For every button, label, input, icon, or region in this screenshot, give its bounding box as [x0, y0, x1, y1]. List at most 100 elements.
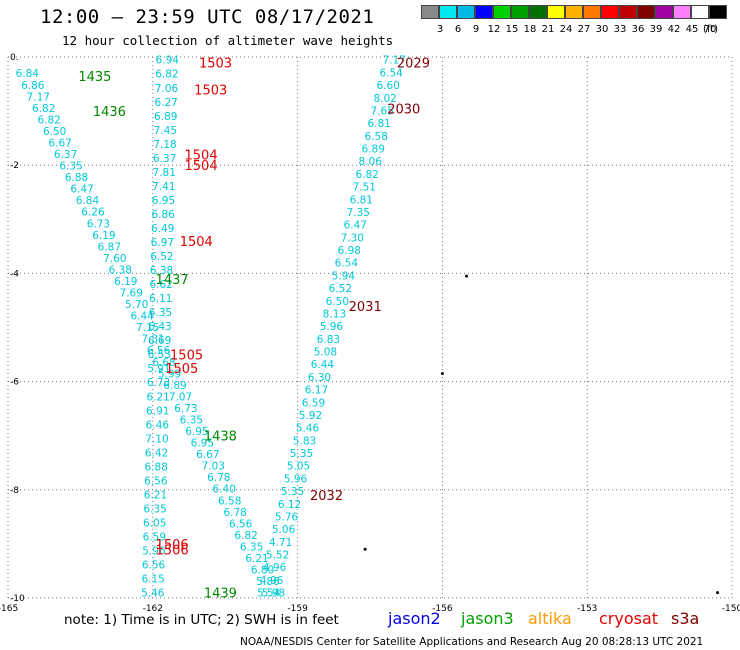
wave-height-value: 6.73 [147, 377, 170, 389]
pass-time-label: 1506 [156, 543, 189, 558]
wave-height-value: 6.43 [148, 321, 171, 333]
wave-height-value: 6.17 [305, 385, 328, 397]
satellite-cryosat: cryosat [599, 609, 659, 628]
wave-height-value: 6.35 [143, 503, 166, 515]
scale-label: 70 [703, 24, 717, 35]
scale-label: 39 [649, 24, 663, 35]
y-tick-label: -10 [10, 594, 25, 604]
wave-height-value: 5.91 [147, 363, 170, 375]
satellite-jason2: jason2 [388, 609, 441, 628]
wave-height-value: 6.89 [163, 380, 186, 392]
wave-height-value: 6.40 [213, 484, 236, 496]
wave-height-value: 6.62 [149, 279, 172, 291]
wave-height-value: 7.10 [145, 433, 168, 445]
wave-height-value: 6.05 [143, 517, 166, 529]
wave-height-value: 6.15 [141, 574, 164, 586]
wave-height-value: 5.96 [284, 473, 308, 485]
scale-label: 6 [454, 24, 462, 35]
wave-height-value: 6.56 [147, 345, 171, 357]
scale-swatch [709, 5, 727, 19]
wave-height-value: 6.80 [251, 565, 274, 577]
wave-height-value: 6.19 [92, 230, 115, 242]
wave-height-value: 7.51 [353, 182, 376, 194]
wave-height-value: 6.52 [150, 251, 173, 263]
wave-height-value: 6.44 [311, 359, 335, 371]
wave-height-value: 5.46 [141, 588, 165, 600]
scale-swatch [511, 5, 529, 19]
wave-height-value: 6.95 [152, 195, 175, 207]
wave-height-value: 6.38 [109, 264, 132, 276]
y-tick-label: -2 [10, 161, 19, 171]
wave-height-value: 5.06 [272, 524, 296, 536]
pass-time-label: 2032 [310, 489, 343, 504]
scale-swatch [583, 5, 601, 19]
wave-height-value: 6.67 [196, 449, 219, 461]
wave-height-value: 6.59 [143, 531, 166, 543]
scale-swatch [493, 5, 511, 19]
wave-height-value: 6.94 [156, 55, 180, 67]
wave-height-value: 6.47 [70, 184, 93, 196]
wave-height-value: 7.17 [27, 91, 50, 103]
wave-height-value: 6.50 [43, 126, 66, 138]
scale-label: 30 [595, 24, 609, 35]
wave-height-value: 4.96 [260, 575, 284, 587]
scale-swatch [421, 5, 439, 19]
pass-time-label: 1436 [93, 105, 126, 120]
pass-time-label: 1435 [78, 70, 111, 85]
scale-label: 27 [577, 24, 591, 35]
satellite-altika: altika [528, 609, 572, 628]
wave-height-value: 7.06 [155, 83, 179, 95]
wave-height-value: 6.50 [326, 296, 349, 308]
wave-height-value: 5.52 [266, 550, 289, 562]
scale-label: 24 [559, 24, 573, 35]
scale-label: 18 [523, 24, 537, 35]
wave-height-value: 5.96 [142, 546, 166, 558]
x-tick-label: -165 [0, 604, 18, 614]
scale-swatch [565, 5, 583, 19]
satellite-s3a: s3a [671, 609, 700, 628]
pass-time-label: 1504 [180, 235, 213, 250]
pass-time-label: 1503 [194, 83, 227, 98]
wave-height-value: 6.21 [146, 391, 169, 403]
wave-height-value: 6.82 [37, 114, 60, 126]
wave-height-value: 6.78 [223, 507, 246, 519]
wave-height-value: 7.18 [153, 139, 176, 151]
wave-height-value: 4.71 [269, 537, 292, 549]
wave-height-value: 6.21 [144, 489, 167, 501]
x-tick-label: -150 [722, 604, 740, 614]
wave-height-value: 6.95 [191, 438, 214, 450]
scale-label: 9 [472, 24, 480, 35]
credit-line: NOAA/NESDIS Center for Satellite Applica… [240, 636, 704, 648]
scale-swatch [637, 5, 655, 19]
y-tick-label: -8 [10, 486, 19, 496]
wave-height-value: 6.35 [59, 161, 82, 173]
wave-height-value: 6.44 [130, 311, 154, 323]
wave-height-value: 5.54 [257, 588, 281, 600]
wave-height-value: 6.97 [151, 237, 174, 249]
wave-height-value: 6.82 [155, 69, 178, 81]
wave-height-value: 6.12 [278, 499, 301, 511]
wave-height-value: 5.46 [296, 423, 320, 435]
wave-height-value: 6.88 [145, 461, 168, 473]
wave-height-value: 6.89 [362, 144, 385, 156]
wave-height-value: 7.45 [154, 125, 177, 137]
y-tick-label: 0. [10, 53, 19, 63]
wave-height-value: 5.35 [290, 448, 313, 460]
y-tick-label: -4 [10, 269, 19, 279]
wave-height-value: 6.52 [329, 283, 352, 295]
wave-height-value: 6.37 [153, 153, 176, 165]
wave-height-value: 6.54 [379, 67, 403, 79]
wave-height-value: 7.35 [347, 207, 370, 219]
wave-height-value: 5.83 [293, 435, 316, 447]
wave-height-value: 7.65 [370, 105, 393, 117]
x-tick-label: -159 [287, 604, 308, 614]
wave-height-value: 8.13 [323, 308, 346, 320]
wave-height-value: 6.91 [146, 405, 169, 417]
wave-height-value: 6.35 [240, 541, 263, 553]
scale-swatch [529, 5, 547, 19]
scale-label: 15 [505, 24, 519, 35]
wave-height-value: 6.46 [146, 419, 170, 431]
wave-height-value: 6.54 [335, 258, 359, 270]
pass-time-label: 1437 [156, 273, 189, 288]
